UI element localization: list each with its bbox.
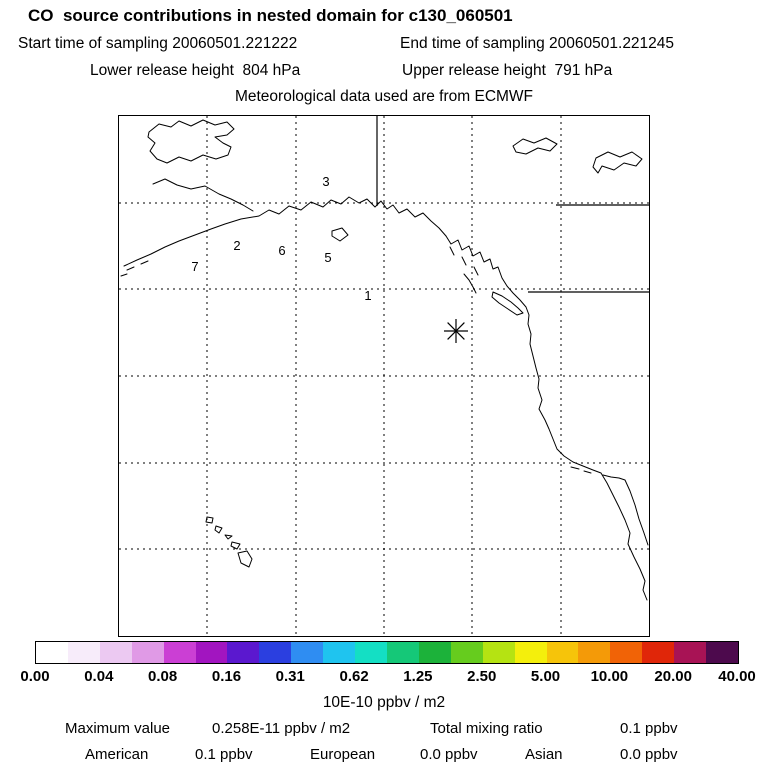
colorbar-tick-label: 10.00 — [590, 668, 629, 685]
lower-release-label: Lower release height 804 hPa — [90, 62, 301, 79]
colorbar-cell — [227, 642, 260, 663]
met-data-label: Meteorological data used are from ECMWF — [234, 88, 534, 105]
grid-layer — [119, 116, 649, 636]
colorbar-tick-label: 0.08 — [148, 668, 178, 685]
colorbar-cell — [610, 642, 643, 663]
coast-seward — [152, 178, 254, 212]
colorbar-cell — [195, 642, 228, 663]
release-point-label: 2 — [233, 238, 240, 253]
coastline-layer — [120, 119, 649, 601]
colorbar-tick-label: 0.31 — [275, 668, 305, 685]
colorbar-cell — [546, 642, 579, 663]
sampling-star-icon — [444, 319, 468, 343]
border-lines — [376, 116, 649, 293]
maximum-value-label: Maximum value — [65, 720, 171, 737]
colorbar-cell — [131, 642, 164, 663]
contribution-value: 0.0 ppbv — [420, 746, 478, 763]
release-point-label: 7 — [191, 259, 198, 274]
release-point-label: 6 — [278, 243, 285, 258]
colorbar-cell — [323, 642, 356, 663]
contribution-region: American — [85, 746, 149, 763]
colorbar-cell — [514, 642, 547, 663]
colorbar-tick-label: 1.25 — [403, 668, 433, 685]
gulf-of-california — [602, 474, 649, 546]
channel-islands — [570, 466, 592, 474]
upper-release-label: Upper release height 791 hPa — [402, 62, 613, 79]
maximum-value: 0.258E-11 ppbv / m2 — [212, 720, 351, 737]
contribution-region: European — [310, 746, 376, 763]
coast-chukotka — [147, 119, 235, 164]
page-title: CO source contributions in nested domain… — [28, 6, 513, 25]
colorbar-tick-label: 2.50 — [467, 668, 497, 685]
colorbar-cell — [163, 642, 196, 663]
colorbar-tick-label: 0.16 — [211, 668, 242, 685]
contribution-region: Asian — [525, 746, 563, 763]
colorbar-tick-label: 0.62 — [339, 668, 369, 685]
hawaii-islands — [205, 516, 253, 568]
colorbar-cell — [67, 642, 100, 663]
map-svg: 3 2 6 5 7 1 — [119, 116, 649, 636]
map-panel: 3 2 6 5 7 1 — [118, 115, 650, 637]
colorbar-cell — [578, 642, 611, 663]
colorbar-units-label: 10E-10 ppbv / m2 — [322, 694, 446, 711]
contribution-value: 0.1 ppbv — [195, 746, 253, 763]
colorbar-cell — [450, 642, 483, 663]
colorbar-cell — [36, 642, 68, 663]
total-mixing-ratio-label: Total mixing ratio — [430, 720, 543, 737]
colorbar-tick-labels: 0.00 0.04 0.08 0.16 0.31 0.62 1.25 2.50 5.00 10.0… — [20, 668, 755, 686]
colorbar-tick-label: 20.00 — [654, 668, 692, 685]
colorbar — [35, 641, 739, 664]
start-time-label: Start time of sampling 20060501.221222 — [18, 35, 298, 52]
kodiak-island — [331, 227, 349, 242]
lake-outline — [592, 151, 643, 174]
colorbar-cell — [259, 642, 292, 663]
panhandle-islands — [449, 246, 479, 276]
colorbar-cell — [355, 642, 387, 663]
colorbar-tick-label: 0.04 — [84, 668, 114, 685]
release-point-label: 5 — [324, 250, 331, 265]
colorbar-cell — [418, 642, 451, 663]
colorbar-cell — [642, 642, 675, 663]
colorbar-tick-label: 40.00 — [718, 668, 756, 685]
haida-gwaii — [463, 273, 477, 294]
release-point-label: 3 — [322, 174, 329, 189]
colorbar-cell — [482, 642, 515, 663]
marker-layer: 3 2 6 5 7 1 — [191, 174, 371, 303]
end-time-label: End time of sampling 20060501.221245 — [400, 35, 675, 52]
coast-west-america — [445, 235, 648, 601]
lake-outline — [512, 137, 558, 155]
colorbar-cell — [674, 642, 707, 663]
colorbar-tick-label: 0.00 — [20, 668, 50, 685]
colorbar-cell — [386, 642, 419, 663]
contribution-value: 0.0 ppbv — [620, 746, 678, 763]
release-point-label: 1 — [364, 288, 371, 303]
colorbar-cell — [99, 642, 132, 663]
colorbar-tick-label: 5.00 — [530, 668, 561, 685]
vancouver-island — [491, 291, 524, 316]
coast-aleutians-alaska — [123, 196, 447, 267]
colorbar-cell — [706, 642, 738, 663]
colorbar-cell — [291, 642, 324, 663]
total-mixing-ratio-value: 0.1 ppbv — [620, 720, 678, 737]
aleutian-islets — [120, 260, 149, 277]
